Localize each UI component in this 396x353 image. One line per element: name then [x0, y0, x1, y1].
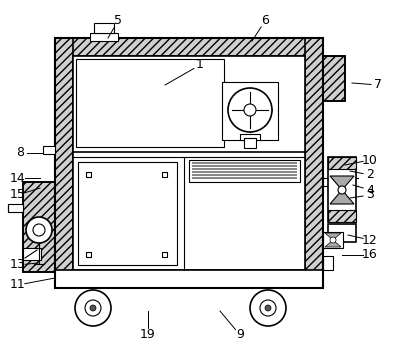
Text: 12: 12 — [362, 233, 378, 246]
Bar — [86, 172, 91, 177]
Bar — [90, 33, 118, 41]
Text: 19: 19 — [140, 329, 156, 341]
Text: 8: 8 — [16, 146, 24, 160]
Text: 15: 15 — [10, 189, 26, 202]
Bar — [189, 160, 300, 182]
Bar — [328, 157, 356, 222]
Text: 4: 4 — [366, 184, 374, 197]
Bar — [323, 232, 343, 248]
Bar — [55, 38, 323, 288]
Bar — [240, 134, 260, 140]
Text: 16: 16 — [362, 249, 378, 262]
Bar — [94, 23, 114, 33]
Polygon shape — [330, 176, 354, 190]
Circle shape — [244, 104, 256, 116]
Bar — [76, 59, 224, 147]
Circle shape — [265, 305, 271, 311]
Bar — [23, 182, 55, 272]
Bar — [23, 182, 55, 272]
Bar — [305, 38, 323, 288]
Bar — [328, 224, 356, 242]
Text: 3: 3 — [366, 189, 374, 202]
Bar — [192, 177, 297, 179]
Text: 11: 11 — [10, 279, 26, 292]
Circle shape — [228, 88, 272, 132]
Bar — [328, 157, 356, 169]
Text: 1: 1 — [196, 59, 204, 72]
Text: 14: 14 — [10, 172, 26, 185]
Bar — [162, 252, 167, 257]
Bar — [192, 165, 297, 167]
Bar — [323, 256, 333, 270]
Polygon shape — [330, 190, 354, 204]
Circle shape — [250, 290, 286, 326]
Bar — [192, 171, 297, 173]
Bar — [55, 38, 73, 288]
Circle shape — [330, 237, 336, 243]
Bar — [78, 162, 177, 265]
Bar — [43, 146, 55, 154]
Text: 5: 5 — [114, 14, 122, 28]
Text: 7: 7 — [374, 78, 382, 91]
Bar — [55, 38, 323, 56]
Circle shape — [90, 305, 96, 311]
Bar — [23, 248, 41, 260]
Text: 2: 2 — [366, 168, 374, 181]
Bar — [55, 270, 323, 288]
Bar — [192, 168, 297, 170]
Bar — [323, 56, 345, 101]
Circle shape — [338, 186, 346, 194]
Bar — [86, 252, 91, 257]
Bar — [192, 162, 297, 164]
Polygon shape — [325, 233, 341, 240]
Circle shape — [26, 217, 52, 243]
Bar — [222, 82, 278, 140]
Text: 6: 6 — [261, 14, 269, 28]
Bar — [162, 172, 167, 177]
Bar — [244, 138, 256, 148]
Polygon shape — [325, 240, 341, 247]
Circle shape — [75, 290, 111, 326]
Bar — [73, 56, 305, 270]
Text: 10: 10 — [362, 154, 378, 167]
Text: 9: 9 — [236, 329, 244, 341]
Bar — [55, 270, 323, 288]
Bar — [323, 56, 345, 101]
Bar — [192, 174, 297, 176]
Bar — [328, 210, 356, 222]
Text: 13: 13 — [10, 258, 26, 271]
Bar — [8, 204, 23, 212]
Circle shape — [33, 224, 45, 236]
